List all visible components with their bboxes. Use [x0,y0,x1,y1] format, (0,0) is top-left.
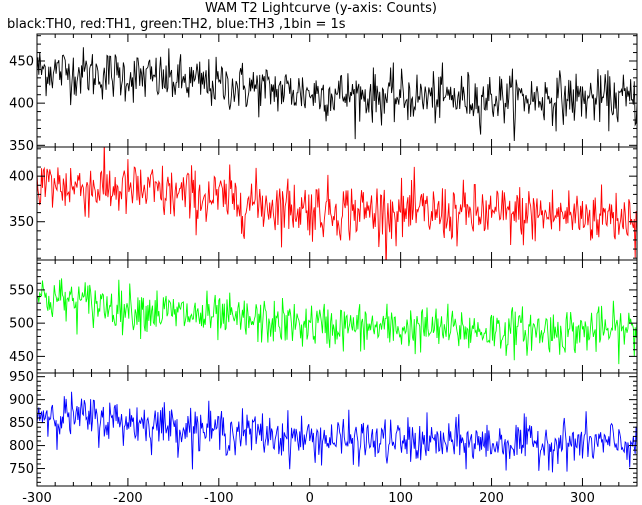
chart-title: WAM T2 Lightcurve (y-axis: Counts) [205,1,437,16]
series-line-th2 [37,278,637,365]
panel-frame [36,259,638,374]
y-tick-label: 550 [9,283,34,298]
y-tick-label: 750 [9,462,34,477]
y-tick-label: 400 [9,97,34,112]
y-tick-label: 900 [9,393,34,408]
x-tick-label: 300 [570,491,595,505]
panel-frame [36,146,638,261]
panel-frame [36,372,638,487]
y-tick-label: 500 [9,317,34,332]
x-tick-label: 100 [388,491,413,505]
series-line-th3 [37,391,637,473]
y-tick-label: 450 [9,54,34,69]
x-tick-label: 200 [479,491,504,505]
y-tick-label: 350 [9,139,34,154]
panel-th0: 350 400 450 [9,33,638,154]
x-tick-label: -200 [113,491,143,505]
panel-th3: 750 800 850 900 950 [9,370,638,487]
x-tick-label: -300 [22,491,52,505]
panel-th1: 350 400 [9,146,638,261]
y-tick-label: 400 [9,170,34,185]
y-tick-label: 450 [9,350,34,365]
panel-th2: 450 500 550 [9,259,638,374]
series-line-th1 [37,147,637,260]
series-line-th0 [37,47,637,142]
y-tick-label: 850 [9,416,34,431]
x-tick-label: 0 [306,491,314,505]
y-tick-label: 950 [9,370,34,385]
y-tick-label: 800 [9,439,34,454]
chart-subtitle: black:TH0, red:TH1, green:TH2, blue:TH3 … [7,17,346,32]
y-tick-label: 350 [9,215,34,230]
x-tick-label: -100 [204,491,234,505]
